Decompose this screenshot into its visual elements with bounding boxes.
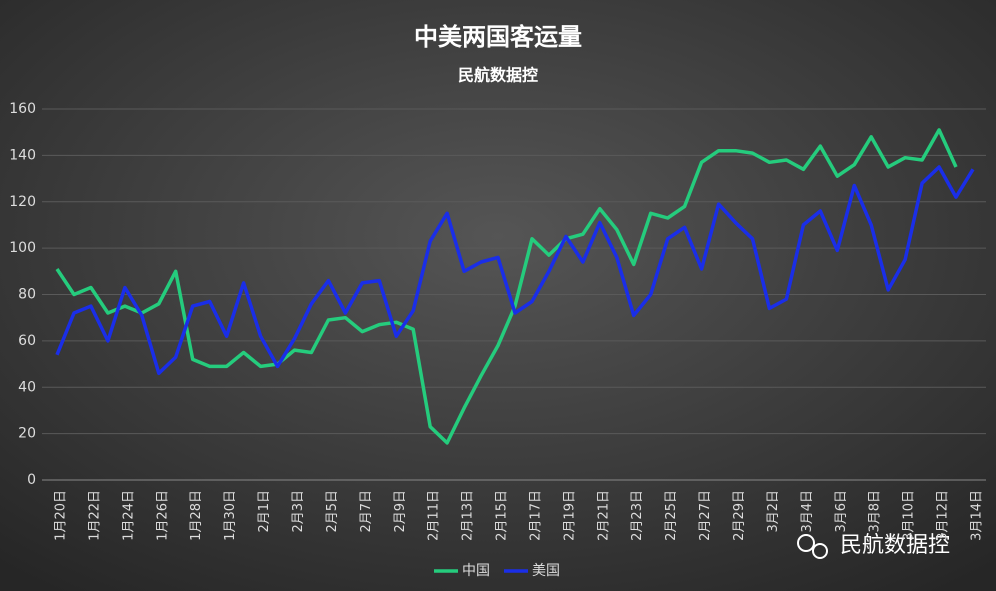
chart-subtitle: 民航数据控 (458, 66, 538, 85)
x-tick-label: 1月30日 (223, 490, 238, 541)
x-tick-label: 3月10日 (902, 490, 917, 541)
x-tick-label: 2月13日 (461, 490, 476, 541)
x-tick-label: 2月5日 (325, 490, 340, 533)
x-tick-label: 2月29日 (732, 490, 747, 541)
x-tick-label: 1月26日 (155, 490, 170, 541)
x-tick-label: 3月12日 (936, 490, 951, 541)
x-tick-label: 2月27日 (698, 490, 713, 541)
watermark-icon (812, 543, 828, 559)
x-tick-label: 3月6日 (834, 490, 849, 533)
y-tick-label: 100 (9, 240, 36, 256)
y-tick-label: 40 (18, 379, 36, 395)
x-tick-label: 2月25日 (664, 490, 679, 541)
y-tick-label: 0 (27, 472, 36, 488)
x-tick-label: 2月19日 (562, 490, 577, 541)
y-tick-label: 80 (18, 287, 36, 303)
x-tick-label: 1月20日 (54, 490, 69, 541)
watermark-text: 民航数据控 (840, 533, 950, 558)
legend-label: 中国 (462, 563, 490, 579)
x-tick-label: 1月22日 (87, 490, 102, 541)
series-line (55, 165, 975, 376)
x-tick-label: 1月24日 (121, 490, 136, 541)
x-tick-label: 2月1日 (257, 490, 272, 533)
x-tick-label: 2月11日 (427, 490, 442, 541)
x-tick-label: 3月14日 (970, 490, 985, 541)
chart-title: 中美两国客运量 (414, 23, 582, 51)
legend-label: 美国 (532, 563, 560, 579)
x-tick-label: 1月28日 (189, 490, 204, 541)
x-tick-label: 2月17日 (528, 490, 543, 541)
x-tick-label: 3月8日 (868, 490, 883, 533)
y-tick-label: 20 (18, 426, 36, 442)
x-tick-label: 2月3日 (291, 490, 306, 533)
x-tick-label: 2月9日 (393, 490, 408, 533)
x-tick-label: 3月2日 (766, 490, 781, 533)
x-tick-label: 3月4日 (800, 490, 815, 533)
series-line (55, 128, 958, 445)
watermark: 民航数据控 (797, 533, 950, 559)
x-tick-label: 2月21日 (596, 490, 611, 541)
y-tick-label: 120 (9, 194, 36, 210)
y-tick-label: 160 (9, 101, 36, 117)
x-tick-label: 2月15日 (495, 490, 510, 541)
watermark-icon (797, 534, 815, 552)
y-tick-label: 140 (9, 147, 36, 163)
y-tick-label: 60 (18, 333, 36, 349)
x-tick-label: 2月23日 (630, 490, 645, 541)
x-tick-label: 2月7日 (359, 490, 374, 533)
